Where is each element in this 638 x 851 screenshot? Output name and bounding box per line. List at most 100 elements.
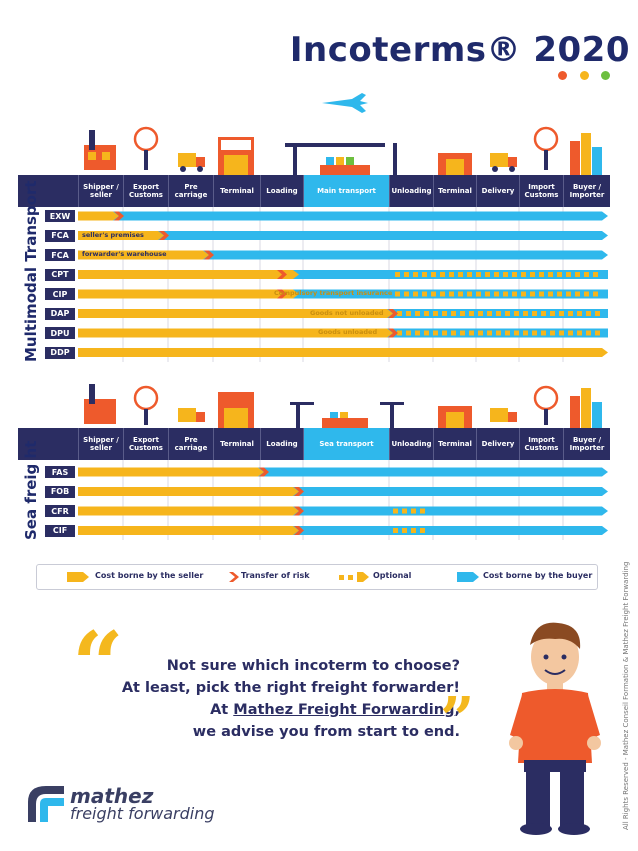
optional-dot: [539, 272, 544, 277]
seller-cost-bar: [78, 328, 393, 338]
risk-transfer-marker: [159, 231, 169, 240]
sea-header-cell: Terminal: [433, 428, 476, 460]
optional-dot: [586, 311, 591, 316]
logo-text-freight: freight forwarding: [70, 804, 215, 823]
optional-dot: [476, 272, 481, 277]
red-dot-icon: [558, 71, 567, 80]
incoterm-code: CFR: [45, 505, 75, 517]
multimodal-header-cell: Delivery: [476, 175, 519, 207]
optional-dot: [420, 528, 425, 533]
quote-line-3-prefix: At: [210, 702, 234, 718]
optional-dot: [458, 291, 463, 297]
optional-dot: [415, 330, 420, 336]
risk-transfer-marker: [388, 328, 398, 338]
optional-dot: [469, 311, 474, 316]
optional-dot: [393, 528, 398, 533]
optional-dot: [431, 291, 436, 297]
optional-dot: [532, 311, 537, 316]
risk-transfer-marker: [277, 270, 287, 279]
optional-dot: [460, 330, 465, 336]
promo-quote: Not sure which incoterm to choose? At le…: [120, 655, 460, 743]
multimodal-header-cell: Shipper / seller: [78, 175, 123, 207]
optional-dot: [577, 330, 582, 336]
optional-dot: [568, 330, 573, 336]
mascot-illustration: [509, 622, 601, 835]
delivery-truck-icon: [490, 153, 517, 172]
optional-dot: [539, 291, 544, 297]
optional-dot: [550, 330, 555, 336]
multimodal-illustration: [84, 93, 602, 175]
incoterm-code: DAP: [45, 307, 75, 320]
optional-dot: [586, 330, 591, 336]
seller-cost-bar: [78, 526, 299, 535]
optional-dot: [395, 291, 400, 297]
loading-crane-icon: [285, 143, 385, 175]
risk-transfer-marker: [294, 487, 304, 496]
truck-icon: [178, 408, 205, 422]
page-title: Incoterms® 2020: [289, 30, 630, 70]
legend-optional-label: Optional: [373, 571, 412, 580]
optional-dot: [514, 311, 519, 316]
close-quote-icon: ”: [440, 685, 475, 755]
mathez-link[interactable]: Mathez Freight Forwarding: [233, 702, 455, 718]
terminal-icon: [218, 392, 254, 428]
optional-dot: [422, 291, 427, 297]
optional-dot: [584, 272, 589, 277]
risk-transfer-marker: [388, 309, 398, 318]
mathez-logo-icon: [28, 786, 64, 822]
optional-dot: [496, 330, 501, 336]
seller-cost-bar: [78, 467, 264, 477]
optional-dot: [559, 311, 564, 316]
factory-icon: [84, 384, 116, 424]
multimodal-header-cell: Buyer / Importer: [563, 175, 610, 207]
optional-dot: [442, 311, 447, 316]
quote-line-3-suffix: ,: [454, 702, 460, 718]
optional-dot: [440, 272, 445, 277]
container-ship-icon: [320, 157, 370, 175]
sea-header-cell: Import Customs: [519, 428, 563, 460]
optional-dot: [523, 330, 528, 336]
optional-dot: [422, 272, 427, 277]
optional-dot: [402, 508, 407, 514]
row-note: Compulsory transport insurance: [274, 289, 393, 297]
optional-dot: [512, 272, 517, 277]
optional-dot: [476, 291, 481, 297]
optional-dot: [557, 291, 562, 297]
optional-dot: [404, 272, 409, 277]
optional-dot: [568, 311, 573, 316]
optional-base: [389, 506, 429, 516]
incoterms-rows: EXW FCA seller's premises FCA forwarder's wa…: [45, 207, 608, 540]
seller-cost-bar: [78, 211, 119, 221]
optional-dot: [548, 272, 553, 277]
seller-cost-bar: [78, 231, 164, 240]
optional-dot: [521, 272, 526, 277]
sea-header-cell: Pre carriage: [168, 428, 213, 460]
seller-cost-bar: [78, 487, 299, 496]
optional-dot: [449, 291, 454, 297]
ship-icon: [322, 412, 368, 428]
optional-dot: [593, 291, 598, 297]
optional-dot: [505, 330, 510, 336]
customs-sign-icon: [133, 126, 159, 170]
optional-dot: [559, 330, 564, 336]
optional-dot: [532, 330, 537, 336]
optional-dot: [413, 291, 418, 297]
multimodal-header-cell: Import Customs: [519, 175, 563, 207]
optional-dot: [402, 528, 407, 533]
optional-dot: [467, 291, 472, 297]
optional-dot: [577, 311, 582, 316]
multimodal-header-cell: Loading: [260, 175, 303, 207]
multimodal-header: Shipper / seller Export Customs Pre carria…: [18, 175, 610, 207]
terminal-warehouse-icon: [438, 153, 472, 175]
optional-dot: [460, 311, 465, 316]
optional-base: [389, 526, 429, 535]
optional-dot: [451, 311, 456, 316]
optional-dot: [397, 330, 402, 336]
terminal-icon: [218, 137, 254, 175]
optional-dot: [494, 272, 499, 277]
sea-header-cell: Buyer / Importer: [563, 428, 610, 460]
incoterm-code: DDP: [45, 346, 75, 359]
row-note: Goods not unloaded: [310, 308, 384, 317]
incoterm-code: DPU: [45, 327, 75, 339]
unloading-crane-icon: [393, 143, 397, 175]
